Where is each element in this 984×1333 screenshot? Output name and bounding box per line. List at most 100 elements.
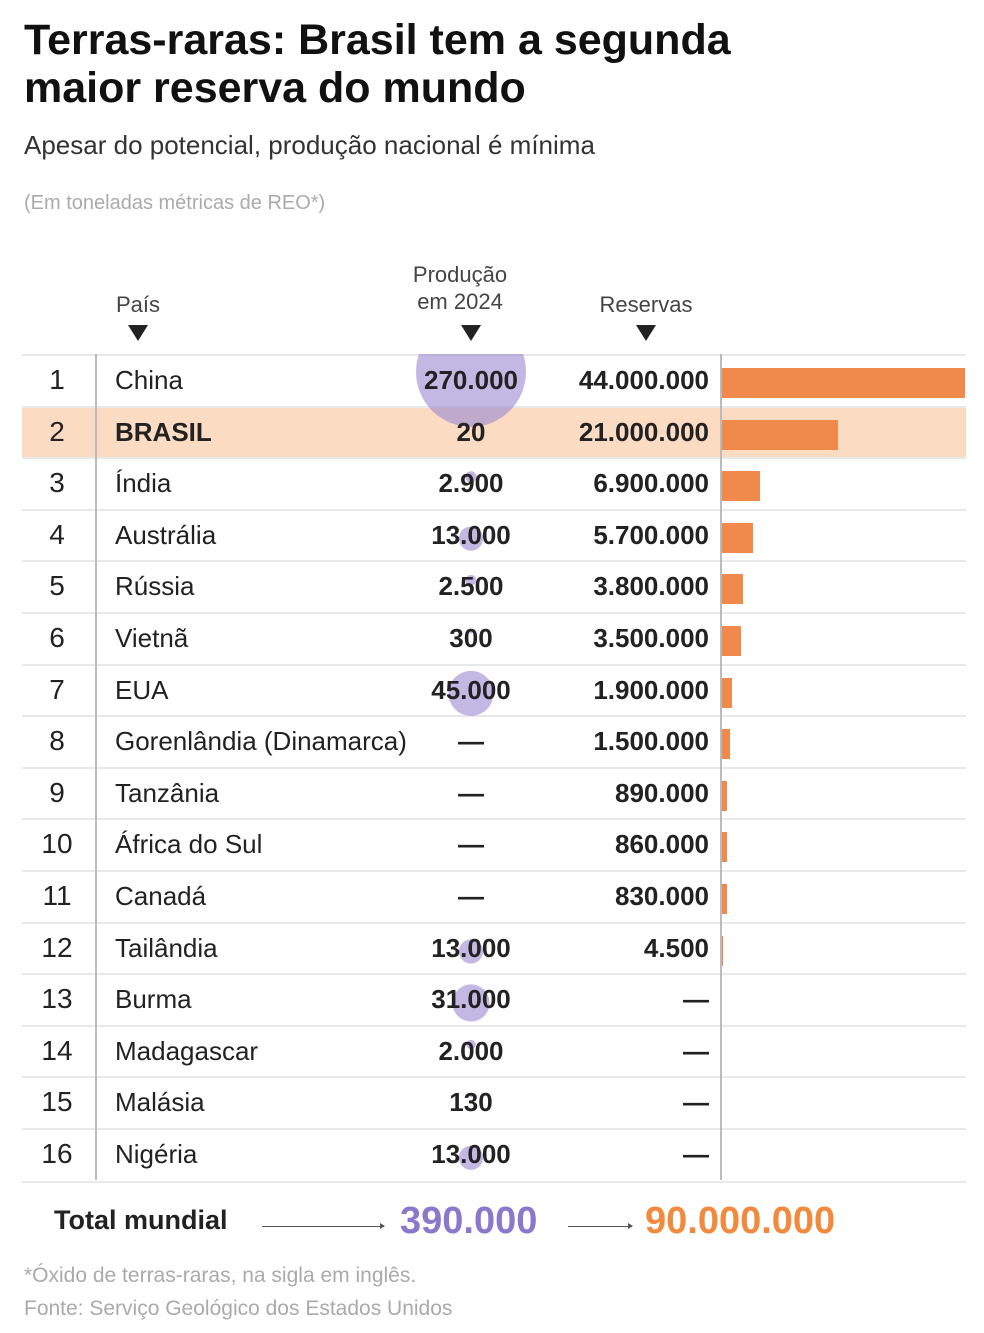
unit-note: (Em toneladas métricas de REO*): [24, 192, 326, 214]
down-triangle-icon: [461, 325, 481, 341]
country-name: Gorenlândia (Dinamarca): [115, 726, 407, 757]
country-name: Índia: [115, 468, 172, 499]
country-name: Tanzânia: [115, 777, 220, 808]
table-row: 1 China 270.000 44.000.000: [22, 354, 966, 406]
rank: 16: [41, 1137, 73, 1169]
reserves-bar: [722, 780, 727, 811]
arrow-icon: [262, 1223, 385, 1229]
rank: 5: [49, 570, 65, 602]
total-reserves: 90.000.000: [645, 1200, 836, 1242]
production-value: 20: [456, 416, 486, 447]
rank: 6: [49, 621, 65, 653]
footnote: *Óxido de terras-raras, na sigla em ingl…: [24, 1264, 417, 1287]
rank: 3: [49, 467, 65, 499]
reserves-value: 6.900.000: [593, 468, 709, 499]
table-bottom-divider: [22, 1181, 966, 1183]
reserves-value: 1.500.000: [593, 726, 709, 757]
rank: 9: [49, 776, 65, 808]
reserves-value: 3.800.000: [593, 571, 709, 602]
production-value: —: [458, 829, 484, 860]
rank: 11: [42, 879, 72, 911]
reserves-value: 44.000.000: [578, 365, 709, 395]
table-row: 15 Malásia 130 —: [22, 1076, 966, 1128]
production-value: —: [458, 726, 484, 757]
reserves-value: 1.900.000: [593, 674, 709, 705]
page-title: Terras-raras: Brasil tem a segunda maior…: [24, 16, 731, 112]
header-country: País: [115, 292, 161, 317]
total-label: Total mundial: [54, 1205, 228, 1235]
table-row: 9 Tanzânia — 890.000: [22, 766, 966, 819]
table-row: 5 Rússia 2.500 3.800.000: [22, 560, 966, 612]
table-row: 2 BRASIL 20 21.000.000: [22, 405, 966, 458]
reserves-value: 890.000: [615, 777, 709, 808]
country-name: Vietnã: [115, 622, 189, 653]
country-name: Burma: [115, 984, 192, 1015]
rank: 7: [49, 673, 65, 705]
reserves-value: 4.500: [643, 932, 709, 963]
down-triangle-icon: [636, 325, 656, 341]
production-value: 31.000: [431, 984, 511, 1015]
table-row: 6 Vietnã 300 3.500.000: [22, 611, 966, 664]
country-name: Madagascar: [115, 1035, 259, 1066]
reserves-bar: [722, 522, 754, 553]
table-row: 7 EUA 45.000 1.900.000: [22, 663, 966, 716]
production-value: 13.000: [431, 932, 511, 963]
reserves-bar: [722, 625, 742, 656]
subtitle: Apesar do potencial, produção nacional é…: [24, 130, 595, 160]
rank: 4: [49, 518, 65, 550]
production-value: 2.500: [438, 571, 504, 602]
arrow-icon: [568, 1223, 633, 1229]
rank: 1: [49, 364, 65, 395]
reserves-value: —: [683, 984, 709, 1015]
country-name: BRASIL: [115, 416, 212, 447]
rank: 15: [41, 1086, 73, 1118]
production-value: —: [458, 777, 484, 808]
production-value: 300: [449, 622, 493, 653]
country-name: Rússia: [115, 571, 195, 602]
reserves-divider: [720, 354, 722, 1180]
reserves-bar: [722, 832, 727, 863]
reserves-bar: [722, 368, 965, 398]
reserves-value: —: [683, 1035, 709, 1066]
rank: 10: [41, 828, 73, 860]
source: Fonte: Serviço Geológico dos Estados Uni…: [24, 1297, 453, 1320]
reserves-bar: [722, 883, 727, 914]
reserves-value: 830.000: [615, 880, 709, 911]
rank: 12: [41, 931, 73, 963]
reserves-value: 860.000: [615, 829, 709, 860]
production-value: 270.000: [424, 365, 518, 395]
country-name: Austrália: [115, 519, 217, 550]
production-value: 45.000: [431, 674, 511, 705]
rank-divider: [95, 354, 97, 1180]
total-production: 390.000: [400, 1200, 538, 1242]
data-table: 1 China 270.000 44.000.000 2 BRASIL 20 21.000.0…: [22, 354, 966, 1180]
table-row: 14 Madagascar 2.000 —: [22, 1024, 966, 1077]
reserves-bar: [722, 419, 838, 450]
table-row: 11 Canadá — 830.000: [22, 869, 966, 922]
table-row: 4 Austrália 13.000 5.700.000: [22, 508, 966, 561]
reserves-bar: [722, 729, 731, 760]
table-row: 16 Nigéria 13.000 —: [22, 1127, 966, 1180]
header-reserves: Reservas: [599, 292, 693, 317]
production-value: 130: [449, 1087, 493, 1118]
production-value: 13.000: [431, 1138, 511, 1169]
table-row: 13 Burma 31.000 —: [22, 973, 966, 1025]
reserves-value: 21.000.000: [578, 416, 709, 447]
production-value: 2.000: [438, 1035, 504, 1066]
table-row: 10 África do Sul — 860.000: [22, 818, 966, 870]
country-name: Malásia: [115, 1087, 205, 1118]
country-name: Canadá: [115, 880, 207, 911]
production-value: —: [458, 880, 484, 911]
production-value: 2.900: [438, 468, 504, 499]
header-production: Produção em 2024: [412, 262, 508, 314]
reserves-bar: [722, 677, 733, 708]
production-value: 13.000: [431, 519, 511, 550]
reserves-value: —: [683, 1138, 709, 1169]
table-row: 12 Tailândia 13.000 4.500: [22, 921, 966, 974]
reserves-value: 3.500.000: [593, 622, 709, 653]
country-name: Tailândia: [115, 932, 218, 963]
rank: 13: [41, 983, 73, 1015]
reserves-bar: [722, 471, 761, 502]
down-triangle-icon: [128, 325, 148, 341]
reserves-value: 5.700.000: [593, 519, 709, 550]
